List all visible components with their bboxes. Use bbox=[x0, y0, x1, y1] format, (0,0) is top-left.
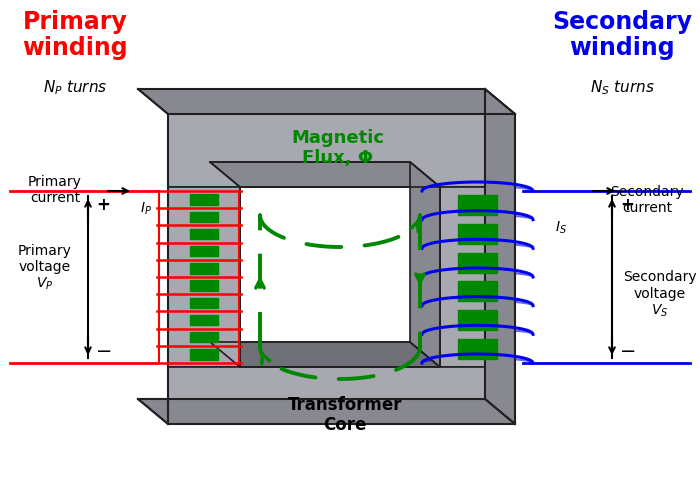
Polygon shape bbox=[168, 115, 515, 188]
Text: −: − bbox=[96, 341, 113, 360]
Polygon shape bbox=[410, 163, 440, 367]
Text: Secondary
current: Secondary current bbox=[610, 185, 684, 215]
Text: Transformer
Core: Transformer Core bbox=[288, 395, 402, 433]
Text: Primary
voltage
$V_P$: Primary voltage $V_P$ bbox=[18, 243, 72, 292]
Text: Primary
current: Primary current bbox=[28, 175, 82, 205]
Text: $N_P$ turns: $N_P$ turns bbox=[43, 78, 107, 96]
Text: $I_P$: $I_P$ bbox=[140, 200, 152, 217]
Text: Secondary
winding: Secondary winding bbox=[552, 10, 692, 60]
Polygon shape bbox=[168, 367, 515, 424]
Polygon shape bbox=[138, 399, 515, 424]
Polygon shape bbox=[210, 342, 440, 367]
Text: $I_S$: $I_S$ bbox=[555, 219, 567, 236]
Text: Primary
winding: Primary winding bbox=[22, 10, 128, 60]
Polygon shape bbox=[440, 188, 515, 367]
Polygon shape bbox=[210, 90, 410, 163]
Polygon shape bbox=[138, 90, 515, 115]
Text: Secondary
voltage
$V_S$: Secondary voltage $V_S$ bbox=[623, 270, 696, 319]
Polygon shape bbox=[485, 90, 515, 424]
Text: +: + bbox=[96, 195, 110, 214]
Polygon shape bbox=[210, 163, 440, 188]
Polygon shape bbox=[210, 163, 240, 367]
Text: $N_S$ turns: $N_S$ turns bbox=[589, 78, 654, 96]
Text: −: − bbox=[620, 341, 636, 360]
Text: Magnetic
Flux, Φ: Magnetic Flux, Φ bbox=[291, 128, 384, 167]
Text: +: + bbox=[620, 195, 634, 214]
Polygon shape bbox=[168, 188, 240, 367]
